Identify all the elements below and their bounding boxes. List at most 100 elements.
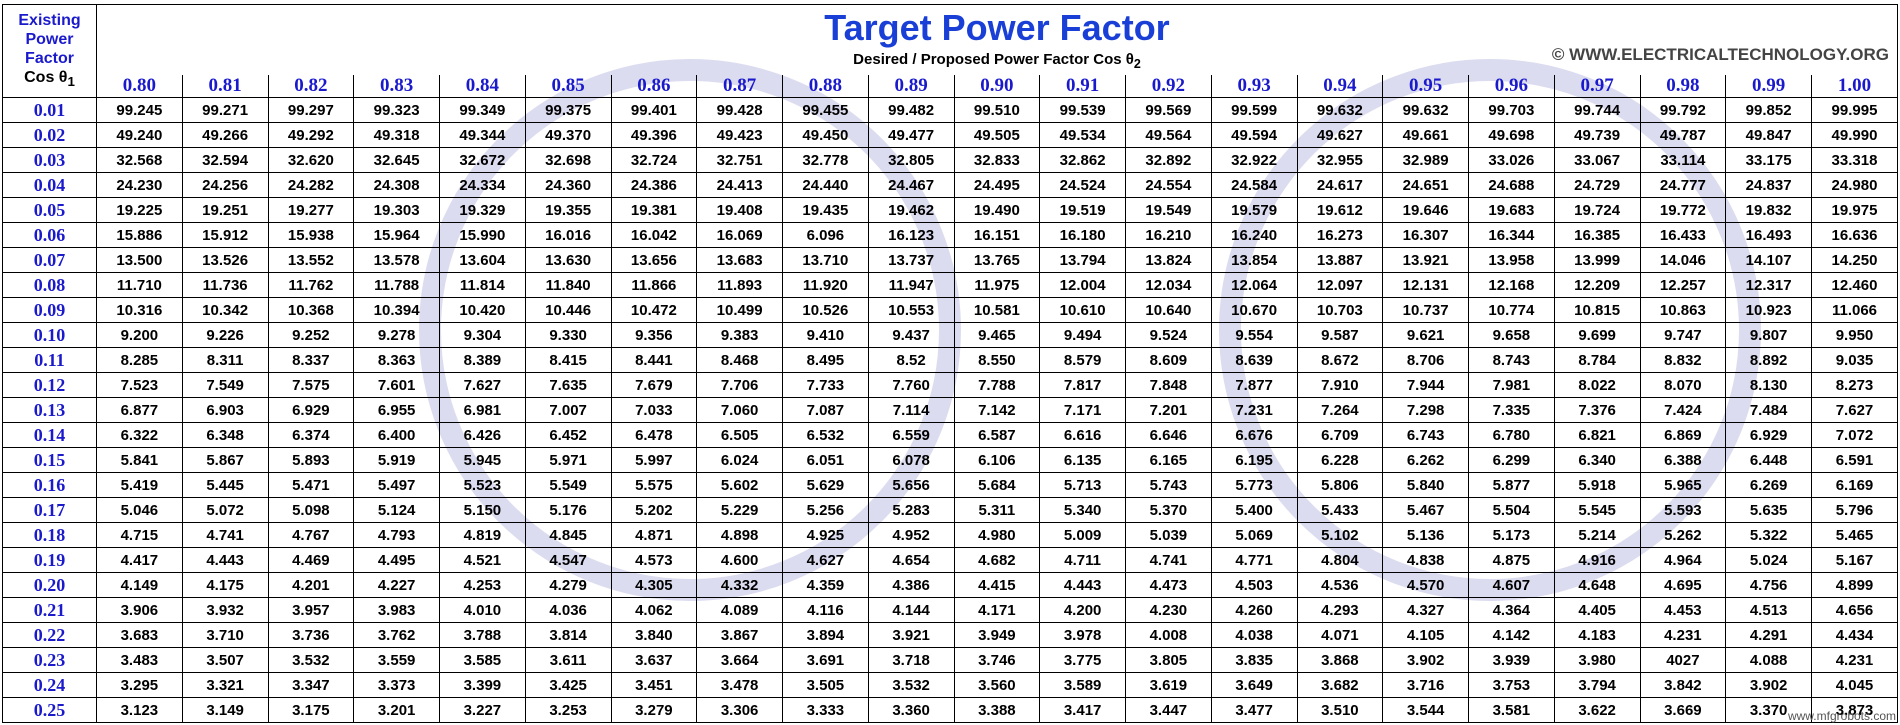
table-cell: 49.661 [1382,122,1469,148]
table-cell: 19.683 [1468,197,1555,223]
column-header: 0.92 [1125,75,1212,98]
table-cell: 3.279 [610,697,698,723]
table-cell: 13.526 [181,247,269,273]
table-cell: 11.814 [439,272,526,298]
table-cell: 19.251 [181,197,269,223]
table-cell: 99.245 [96,97,183,123]
table-cell: 5.877 [1468,472,1555,498]
table-cell: 24.617 [1296,172,1384,198]
table-cell: 4.305 [610,572,698,598]
table-cell: 3.873 [1811,697,1898,723]
table-cell: 7.788 [953,372,1041,398]
table-cell: 10.342 [181,297,269,323]
table-cell: 5.098 [267,497,355,523]
table-cell: 49.477 [867,122,955,148]
table-cell: 24.334 [439,172,526,198]
table-cell: 4.183 [1553,622,1641,648]
table-cell: 16.042 [610,222,698,248]
table-cell: 49.505 [953,122,1041,148]
table-cell: 13.824 [1125,247,1212,273]
table-cell: 19.549 [1125,197,1212,223]
table-cell: 24.651 [1382,172,1469,198]
table-cell: 3.149 [181,697,269,723]
table-cell: 99.428 [696,97,783,123]
table-cell: 49.564 [1125,122,1212,148]
table-cell: 9.494 [1039,322,1126,348]
table-cell: 9.437 [867,322,955,348]
table-cell: 8.579 [1039,347,1126,373]
table-cell: 13.710 [782,247,869,273]
table-cell: 7.231 [1210,397,1298,423]
table-cell: 99.632 [1382,97,1469,123]
table-cell: 5.867 [181,447,269,473]
table-cell: 5.504 [1468,497,1555,523]
table-cell: 5.400 [1210,497,1298,523]
table-cell: 3.417 [1039,697,1126,723]
table-row: 0.11 8.285 8.311 8.337 8.363 8.389 8.415 8.441 8… [2,347,1898,373]
table-cell: 49.370 [524,122,612,148]
row-header: 0.13 [2,397,97,423]
table-cell: 6.169 [1811,472,1898,498]
table-cell: 5.997 [610,447,698,473]
table-cell: 99.569 [1125,97,1212,123]
table-cell: 8.070 [1639,372,1727,398]
table-cell: 5.069 [1210,522,1298,548]
table-cell: 7.033 [610,397,698,423]
table-cell: 16.210 [1125,222,1212,248]
table-cell: 6.616 [1039,422,1126,448]
table-cell: 19.408 [696,197,783,223]
table-cell: 19.490 [953,197,1041,223]
table-cell: 3.794 [1553,672,1641,698]
table-row: 0.17 5.046 5.072 5.098 5.124 5.150 5.176 5.202 5… [2,497,1898,523]
row-header-cos: Cos θ1 [3,68,96,91]
table-cell: 6.348 [181,422,269,448]
table-cell: 6.135 [1039,447,1126,473]
column-header: 0.84 [439,75,526,98]
subtitle-subscript: 2 [1133,57,1141,71]
table-cell: 9.587 [1296,322,1384,348]
table-cell: 4.443 [1039,572,1126,598]
table-cell: 13.794 [1039,247,1126,273]
table-cell: 7.981 [1468,372,1555,398]
table-cell: 3.716 [1382,672,1469,698]
row-header: 0.20 [2,572,97,598]
table-cell: 8.363 [353,347,440,373]
table-cell: 99.995 [1811,97,1898,123]
table-cell: 11.893 [696,272,783,298]
table-cell: 3.175 [267,697,355,723]
subtitle-text: Desired / Proposed Power Factor Cos θ [853,51,1134,68]
table-cell: 6.869 [1639,422,1727,448]
table-cell: 4.359 [782,572,869,598]
table-cell: 3.805 [1125,647,1212,673]
table-cell: 7.733 [782,372,869,398]
table-cell: 6.780 [1468,422,1555,448]
table-cell: 5.523 [439,472,526,498]
table-cell: 13.958 [1468,247,1555,273]
table-cell: 8.832 [1639,347,1727,373]
table-cell: 4.116 [782,597,869,623]
table-cell: 7.549 [181,372,269,398]
table-cell: 14.046 [1639,247,1727,273]
table-row: 0.06 15.886 15.912 15.938 15.964 15.990 16.016… [2,222,1898,248]
table-cell: 6.096 [782,222,869,248]
table-cell: 6.269 [1725,472,1812,498]
column-header: 0.83 [353,75,440,98]
column-header: 0.93 [1210,75,1298,98]
table-row: 0.23 3.483 3.507 3.532 3.559 3.585 3.611 3.637 3… [2,647,1898,673]
table-cell: 15.990 [439,222,526,248]
table-cell: 5.796 [1811,497,1898,523]
table-cell: 8.468 [696,347,783,373]
table-cell: 10.670 [1210,297,1298,323]
table-cell: 3.507 [181,647,269,673]
table-cell: 4.980 [953,522,1041,548]
table-cell: 49.739 [1553,122,1641,148]
table-cell: 7.335 [1468,397,1555,423]
table-cell: 4.293 [1296,597,1384,623]
table-cell: 32.594 [181,147,269,173]
table-cell: 24.440 [782,172,869,198]
table-cell: 10.610 [1039,297,1126,323]
table-cell: 5.340 [1039,497,1126,523]
table-cell: 3.664 [696,647,783,673]
table-cell: 13.737 [867,247,955,273]
table-cell: 3.718 [867,647,955,673]
